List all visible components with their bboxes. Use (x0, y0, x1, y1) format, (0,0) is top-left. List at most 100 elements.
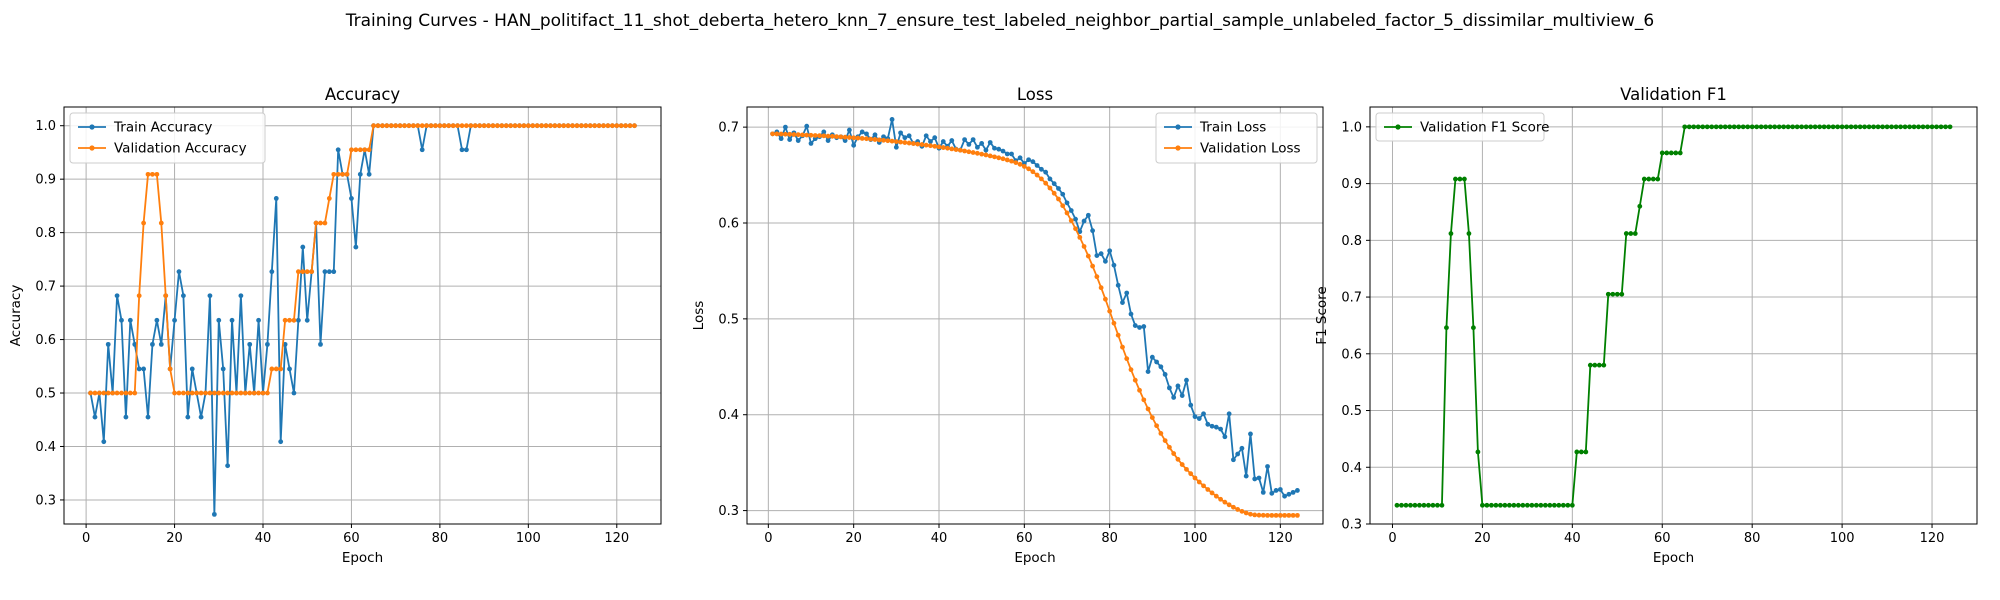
grid-lines (64, 107, 661, 524)
data-point (1256, 512, 1262, 518)
data-point (1929, 124, 1935, 130)
data-point (1269, 512, 1275, 518)
data-point (778, 131, 784, 137)
data-point (1826, 124, 1832, 130)
x-axis-label: Epoch (1014, 550, 1055, 566)
legend-label: Train Accuracy (113, 120, 212, 136)
data-point (1763, 124, 1769, 130)
data-point (1542, 502, 1548, 508)
data-point (851, 142, 857, 148)
data-point (300, 269, 306, 275)
data-point (1578, 449, 1584, 455)
data-point (1664, 150, 1670, 156)
data-point (915, 141, 921, 147)
data-point (1277, 512, 1283, 518)
data-point (838, 134, 844, 140)
panel-title: Loss (1017, 85, 1053, 104)
data-point (136, 293, 142, 299)
x-tick-label: 0 (1388, 531, 1396, 546)
data-point (127, 390, 133, 396)
x-tick-label: 20 (1474, 531, 1491, 546)
y-tick-label: 0.7 (718, 121, 739, 136)
data-point (105, 341, 111, 347)
data-point (1421, 502, 1427, 508)
data-point (1704, 124, 1710, 130)
data-point (181, 390, 186, 396)
data-point (119, 317, 124, 323)
data-point (198, 414, 204, 420)
data-point (1239, 445, 1245, 451)
data-point (605, 123, 611, 129)
data-point (1718, 124, 1724, 130)
x-tick-label: 0 (82, 531, 90, 546)
data-point (220, 390, 226, 396)
data-point (1857, 124, 1863, 130)
data-point (787, 131, 793, 137)
data-point (141, 366, 147, 372)
data-point (1295, 488, 1300, 493)
data-point (876, 137, 882, 143)
data-point (1533, 502, 1539, 508)
data-point (842, 134, 848, 140)
data-point (1898, 124, 1903, 130)
data-point (1141, 324, 1147, 329)
legend: Train Accuracy Validation Accuracy (69, 112, 266, 164)
data-point (1179, 462, 1185, 467)
series-line (772, 132, 1298, 517)
data-point (1184, 377, 1189, 383)
data-point (1171, 451, 1177, 456)
data-point (278, 439, 284, 445)
data-point (92, 390, 98, 396)
data-point (825, 138, 831, 143)
data-point (1480, 502, 1485, 508)
data-point (1862, 124, 1867, 130)
x-tick-label: 20 (166, 531, 183, 546)
data-point (1794, 124, 1800, 130)
data-point (397, 123, 403, 129)
data-point (893, 144, 899, 150)
data-point (1408, 502, 1413, 508)
data-point (770, 131, 775, 137)
data-point (534, 123, 540, 129)
data-point (1772, 124, 1778, 130)
data-point (349, 196, 354, 201)
data-point (1884, 124, 1890, 130)
data-point (150, 171, 155, 177)
data-point (154, 171, 160, 177)
data-point (415, 123, 421, 129)
y-tick-label: 1.0 (1341, 120, 1362, 135)
data-point (1196, 479, 1202, 485)
data-point (570, 123, 575, 129)
data-point (1056, 186, 1061, 191)
data-point (295, 269, 301, 275)
data-point (1515, 502, 1521, 508)
data-point (1893, 124, 1899, 130)
data-point (145, 414, 151, 420)
data-point (902, 135, 908, 141)
data-point (1120, 344, 1125, 350)
x-tick-label: 120 (1268, 531, 1293, 546)
data-point (326, 269, 332, 275)
legend-label: Validation Accuracy (114, 141, 247, 157)
legend-marker (89, 124, 95, 130)
data-point (1205, 487, 1211, 492)
data-point (1090, 263, 1095, 269)
data-point (1107, 308, 1113, 314)
data-point (804, 123, 810, 129)
data-point (158, 341, 164, 347)
data-point (1120, 300, 1125, 305)
data-point (1060, 191, 1066, 197)
data-point (1821, 124, 1827, 130)
data-point (1902, 124, 1908, 130)
data-point (1073, 216, 1078, 222)
y-tick-label: 1.0 (35, 119, 56, 134)
data-point (548, 123, 553, 129)
data-point (132, 390, 138, 396)
data-point (1907, 124, 1912, 130)
data-point (468, 123, 474, 129)
accuracy-panel: 0 20 40 60 80 100 120 0.3 0.4 0.5 0.6 0.7 0.8 0.9 1.0 A… (8, 85, 662, 566)
data-point (176, 390, 182, 396)
data-point (357, 171, 363, 177)
data-point (127, 317, 133, 323)
data-point (601, 123, 606, 129)
